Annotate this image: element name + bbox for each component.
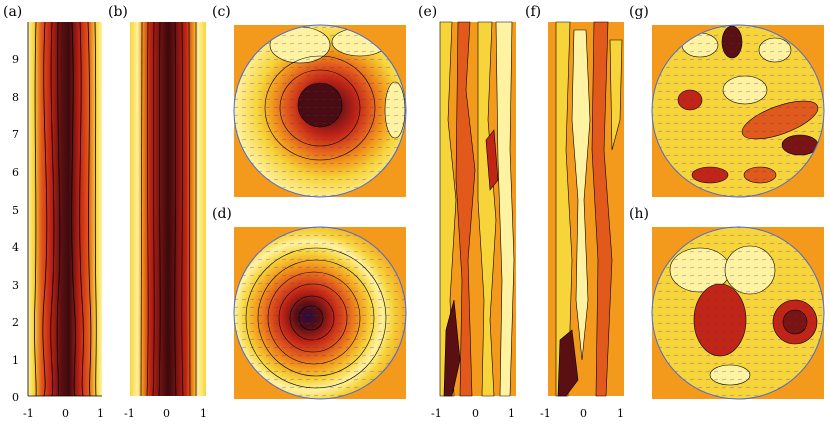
y-tick-3: 3 bbox=[12, 279, 19, 292]
panel-c bbox=[233, 24, 407, 198]
y-tick-8: 8 bbox=[12, 91, 19, 104]
panel-f bbox=[548, 21, 624, 397]
panel-label-d: (d) bbox=[212, 206, 232, 222]
x-tick-a-neg1: -1 bbox=[23, 407, 34, 420]
x-tick-e-neg1: -1 bbox=[431, 407, 442, 420]
x-tick-f-0: 0 bbox=[580, 407, 587, 420]
panel-g bbox=[651, 24, 825, 198]
x-tick-e-1: 1 bbox=[508, 407, 515, 420]
panel-a bbox=[27, 21, 102, 397]
y-tick-0: 0 bbox=[12, 391, 19, 404]
y-tick-2: 2 bbox=[12, 316, 19, 329]
y-tick-4: 4 bbox=[12, 241, 19, 254]
x-tick-a-0: 0 bbox=[62, 407, 69, 420]
x-tick-b-neg1: -1 bbox=[124, 407, 135, 420]
panel-label-a: (a) bbox=[3, 4, 23, 20]
y-tick-5: 5 bbox=[12, 204, 19, 217]
y-tick-1: 1 bbox=[12, 354, 19, 367]
panel-label-g: (g) bbox=[629, 4, 649, 20]
y-tick-6: 6 bbox=[12, 166, 19, 179]
panel-label-h: (h) bbox=[629, 206, 649, 222]
y-tick-9: 9 bbox=[12, 53, 19, 66]
panel-b bbox=[130, 21, 206, 397]
x-tick-a-1: 1 bbox=[97, 407, 104, 420]
x-tick-b-1: 1 bbox=[200, 407, 207, 420]
x-tick-b-0: 0 bbox=[163, 407, 170, 420]
x-tick-f-neg1: -1 bbox=[540, 407, 551, 420]
panel-label-e: (e) bbox=[418, 4, 438, 20]
panel-label-c: (c) bbox=[212, 4, 231, 20]
panel-d bbox=[233, 226, 407, 400]
y-tick-7: 7 bbox=[12, 128, 19, 141]
x-tick-f-1: 1 bbox=[617, 407, 624, 420]
x-tick-e-0: 0 bbox=[472, 407, 479, 420]
panel-label-f: (f) bbox=[525, 4, 542, 20]
panel-e bbox=[439, 21, 516, 397]
panel-label-b: (b) bbox=[108, 4, 128, 20]
panel-h bbox=[651, 226, 825, 400]
